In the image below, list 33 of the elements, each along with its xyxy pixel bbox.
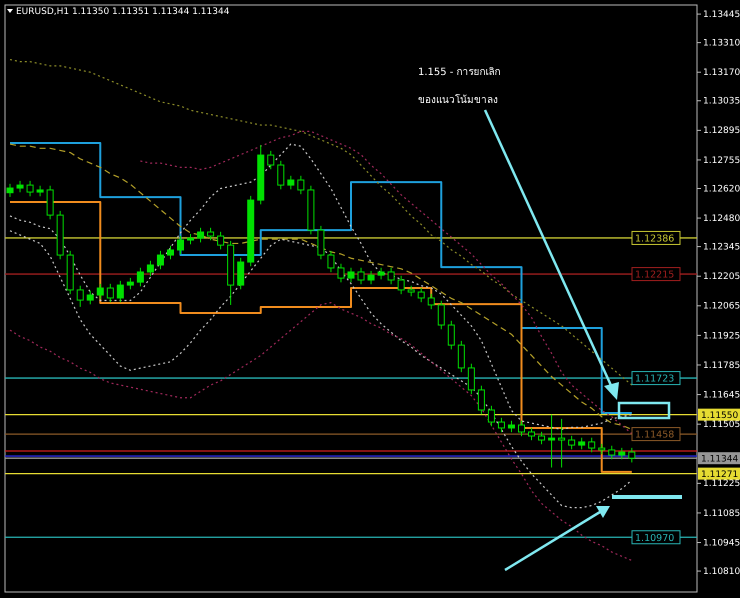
ref-line-label: 1.11344	[701, 454, 738, 465]
line-series	[140, 130, 632, 434]
y-tick-label: 1.11085	[703, 508, 740, 519]
y-tick-label: 1.11785	[703, 360, 740, 371]
y-tick-label: 1.13310	[703, 38, 740, 49]
line-series	[9, 302, 632, 562]
y-tick-label: 1.11645	[703, 390, 740, 400]
ref-line-label: 1.11550	[701, 411, 738, 422]
y-tick-label: 1.12345	[703, 242, 740, 252]
y-tick-label: 1.12620	[703, 184, 740, 194]
y-tick-label: 1.12895	[703, 126, 740, 136]
y-tick-label: 1.12480	[703, 214, 740, 224]
y-tick-label: 1.11925	[703, 331, 740, 342]
ref-line-label: 1.10970	[635, 532, 674, 544]
ref-line-label: 1.12386	[635, 233, 674, 244]
ref-line-label: 1.12215	[635, 270, 674, 281]
y-tick-label: 1.10945	[703, 538, 740, 548]
line-series	[9, 58, 632, 386]
y-tick-label: 1.13035	[703, 96, 740, 107]
y-tick-label: 1.12205	[703, 272, 740, 282]
y-tick-label: 1.11225	[703, 479, 740, 490]
y-tick-label: 1.13445	[703, 10, 740, 20]
y-tick-label: 1.12755	[703, 156, 740, 166]
y-tick-label: 1.13170	[703, 68, 740, 78]
ref-line-label: 1.11723	[635, 374, 674, 385]
text: 1.155 - การยกเลิก ของแนวโน้มขาลง	[418, 67, 501, 106]
ref-line-label: 1.11458	[635, 430, 674, 441]
ref-line-label: 1.11271	[701, 470, 738, 480]
y-tick-label: 1.11505	[703, 420, 740, 430]
y-tick-label: 1.10810	[703, 566, 740, 577]
line-series	[9, 230, 632, 508]
chart-title: EURUSD,H1 1.11350 1.11351 1.11344 1.11344	[16, 7, 230, 17]
y-tick-label: 1.12065	[703, 302, 740, 312]
